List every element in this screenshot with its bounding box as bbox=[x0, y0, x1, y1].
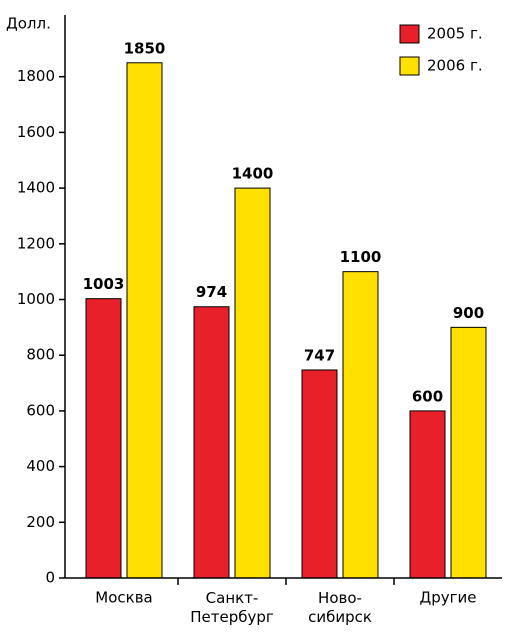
bar bbox=[342, 271, 379, 579]
y-tick-label: 1600 bbox=[17, 123, 55, 141]
y-tick-label: 400 bbox=[26, 457, 55, 475]
value-label: 1003 bbox=[83, 275, 125, 293]
y-tick-label: 1400 bbox=[17, 179, 55, 197]
y-tick-label: 1200 bbox=[17, 234, 55, 252]
y-axis-label: Долл. bbox=[6, 15, 51, 33]
x-tick-label: Москва bbox=[95, 589, 152, 607]
y-tick-label: 600 bbox=[26, 401, 55, 419]
value-label: 1100 bbox=[340, 248, 382, 266]
value-label: 1400 bbox=[232, 165, 274, 183]
y-tick-label: 1000 bbox=[17, 290, 55, 308]
legend-swatch bbox=[399, 56, 420, 76]
x-tick-label: Санкт-Петербург bbox=[190, 589, 274, 626]
y-tick-label: 1800 bbox=[17, 67, 55, 85]
y-tick-label: 0 bbox=[45, 569, 55, 587]
bar bbox=[301, 369, 338, 579]
bar bbox=[126, 62, 163, 579]
bar bbox=[193, 306, 230, 579]
x-tick-label: Другие bbox=[420, 589, 477, 607]
legend-label: 2006 г. bbox=[427, 57, 483, 75]
legend-swatch bbox=[399, 24, 420, 44]
bar bbox=[85, 298, 122, 579]
value-label: 747 bbox=[304, 346, 335, 364]
bar bbox=[409, 410, 446, 579]
value-label: 974 bbox=[196, 283, 227, 301]
value-label: 900 bbox=[453, 304, 484, 322]
bar bbox=[234, 187, 271, 579]
y-tick-label: 800 bbox=[26, 346, 55, 364]
y-tick-label: 200 bbox=[26, 513, 55, 531]
value-label: 600 bbox=[412, 387, 443, 405]
bar bbox=[450, 326, 487, 579]
x-tick-label: Ново-сибирск bbox=[308, 589, 372, 626]
value-label: 1850 bbox=[124, 39, 166, 57]
legend-label: 2005 г. bbox=[427, 25, 483, 43]
